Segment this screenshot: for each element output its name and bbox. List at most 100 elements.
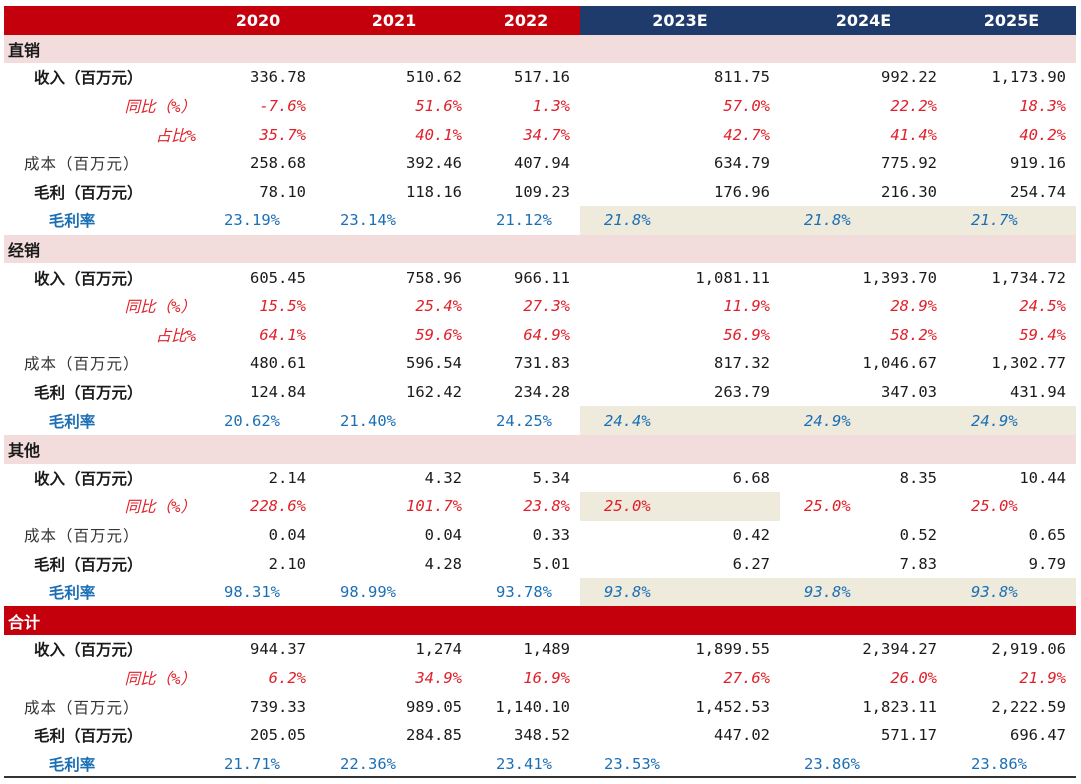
table-bottom-border <box>4 776 1076 778</box>
table-cell: 596.54 <box>406 354 462 373</box>
section-header: 经销 <box>4 234 1076 264</box>
row-label: 成本（百万元） <box>24 526 140 545</box>
table-cell: 605.45 <box>250 268 306 287</box>
row-label: 成本（百万元） <box>24 355 140 374</box>
table-cell: 1.3% <box>532 97 570 116</box>
table-row: 同比（%） 15.5% 25.4% 27.3% 11.9% 28.9% 24.5% <box>4 292 1076 321</box>
table-cell: 2.10 <box>268 554 306 573</box>
table-cell: 21.8% <box>780 206 947 235</box>
table-cell: 27.3% <box>523 297 570 316</box>
table-cell: 23.8% <box>523 497 570 516</box>
row-label: 毛利（百万元） <box>34 727 143 746</box>
table-cell: 40.2% <box>1019 125 1066 144</box>
table-cell: 517.16 <box>514 68 570 87</box>
table-cell: 480.61 <box>250 354 306 373</box>
table-row: 占比% 35.7% 40.1% 34.7% 42.7% 41.4% 40.2% <box>4 120 1076 149</box>
section-title: 经销 <box>8 241 41 261</box>
table-cell: 1,734.72 <box>991 268 1066 287</box>
table-cell: 21.40% <box>340 411 396 430</box>
table-cell: 10.44 <box>1019 468 1066 487</box>
table-row: 收入（百万元） 944.37 1,274 1,489 1,899.55 2,394.27 2… <box>4 635 1076 664</box>
table-row: 收入（百万元） 336.78 510.62 517.16 811.75 992.22 1,1… <box>4 63 1076 92</box>
table-cell: 1,302.77 <box>991 354 1066 373</box>
table-cell: 254.74 <box>1010 182 1066 201</box>
row-label: 同比（%） <box>124 669 196 688</box>
table-cell: 348.52 <box>514 726 570 745</box>
table-cell: 1,899.55 <box>695 640 770 659</box>
table-cell: 21.8% <box>580 206 780 235</box>
table-row: 成本（百万元） 480.61 596.54 731.83 817.32 1,046.67 1… <box>4 349 1076 378</box>
table-cell: 634.79 <box>714 154 770 173</box>
table-cell: 228.6% <box>250 497 306 516</box>
table-cell: 21.12% <box>496 211 552 230</box>
table-cell: 22.2% <box>890 97 937 116</box>
header-year-2024e: 2024E <box>780 6 947 35</box>
section-title: 直销 <box>8 40 41 60</box>
table-cell: 571.17 <box>881 726 937 745</box>
table-cell: 16.9% <box>523 668 570 687</box>
table-cell: 447.02 <box>714 726 770 745</box>
table-cell: 4.32 <box>424 468 462 487</box>
table-cell: 0.04 <box>424 525 462 544</box>
table-cell: 2,222.59 <box>991 697 1066 716</box>
table-cell: 24.25% <box>496 411 552 430</box>
table-cell: 6.68 <box>732 468 770 487</box>
table-cell: 1,081.11 <box>695 268 770 287</box>
table-cell: 392.46 <box>406 154 462 173</box>
table-row: 同比（%） 6.2% 34.9% 16.9% 27.6% 26.0% 21.9% <box>4 664 1076 693</box>
table-cell: 5.01 <box>532 554 570 573</box>
section-title: 其他 <box>8 441 41 461</box>
table-cell: 64.9% <box>523 325 570 344</box>
table-cell: 42.7% <box>723 125 770 144</box>
row-label: 毛利率 <box>48 212 96 231</box>
table-cell: 78.10 <box>259 182 306 201</box>
table-cell: 11.9% <box>723 297 770 316</box>
table-row: 毛利（百万元） 2.10 4.28 5.01 6.27 7.83 9.79 <box>4 549 1076 578</box>
table-cell: 23.41% <box>496 754 552 773</box>
row-label: 毛利（百万元） <box>34 183 143 202</box>
section-title: 合计 <box>8 612 41 632</box>
table-cell: 1,823.11 <box>862 697 937 716</box>
section-header: 直销 <box>4 34 1076 64</box>
row-label: 占比% <box>155 326 196 345</box>
table-cell: 28.9% <box>890 297 937 316</box>
table-cell: 1,173.90 <box>991 68 1066 87</box>
table-cell: 25.4% <box>415 297 462 316</box>
table-cell: 57.0% <box>723 97 770 116</box>
table-row: 毛利率 20.62% 21.40% 24.25% 24.4% 24.9% 24.9% <box>4 406 1076 435</box>
table-cell: 1,393.70 <box>862 268 937 287</box>
table-cell: 176.96 <box>714 182 770 201</box>
table-cell: 22.36% <box>340 754 396 773</box>
table-cell: 4.28 <box>424 554 462 573</box>
table-cell: 24.5% <box>1019 297 1066 316</box>
table-cell: 24.4% <box>580 406 780 435</box>
table-cell: 59.6% <box>415 325 462 344</box>
table-row: 收入（百万元） 605.45 758.96 966.11 1,081.11 1,393.7… <box>4 263 1076 292</box>
table-cell: 93.8% <box>580 577 780 607</box>
table-cell: 284.85 <box>406 726 462 745</box>
table-cell: 25.0% <box>580 492 780 521</box>
row-label: 毛利率 <box>48 412 96 431</box>
table-cell: 23.53% <box>604 754 660 773</box>
table-cell: 258.68 <box>250 154 306 173</box>
table-cell: 431.94 <box>1010 383 1066 402</box>
table-row: 毛利率 23.19% 23.14% 21.12% 21.8% 21.8% 21.7% <box>4 206 1076 235</box>
table-cell: 18.3% <box>1019 97 1066 116</box>
section-header: 合计 <box>4 606 1076 636</box>
table-cell: 93.8% <box>780 577 947 607</box>
table-cell: 1,452.53 <box>695 697 770 716</box>
table-cell: 919.16 <box>1010 154 1066 173</box>
row-label: 占比% <box>155 126 196 145</box>
row-label: 同比（%） <box>124 298 196 317</box>
table-cell: 336.78 <box>250 68 306 87</box>
table-cell: 992.22 <box>881 68 937 87</box>
table-cell: 510.62 <box>406 68 462 87</box>
row-label: 收入（百万元） <box>34 269 143 288</box>
table-cell: 21.7% <box>947 206 1076 235</box>
row-label: 同比（%） <box>124 498 196 517</box>
table-row: 毛利率 98.31% 98.99% 93.78% 93.8% 93.8% 93.8% <box>4 577 1076 607</box>
table-row: 成本（百万元） 258.68 392.46 407.94 634.79 775.92 919… <box>4 149 1076 178</box>
table-row: 收入（百万元） 2.14 4.32 5.34 6.68 8.35 10.44 <box>4 464 1076 493</box>
table-cell: 118.16 <box>406 182 462 201</box>
table-row: 毛利（百万元） 78.10 118.16 109.23 176.96 216.30 254.… <box>4 178 1076 207</box>
